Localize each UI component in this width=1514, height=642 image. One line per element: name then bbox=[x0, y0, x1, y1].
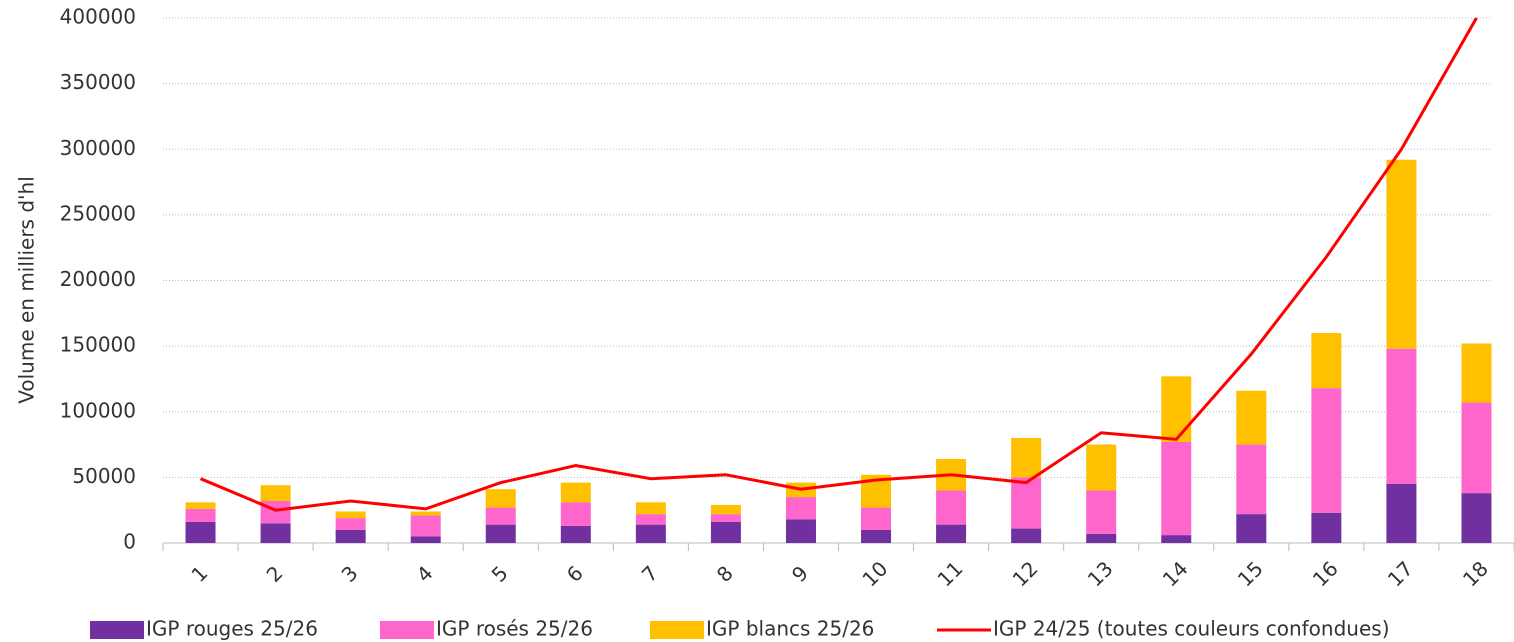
bar-segment bbox=[861, 529, 892, 543]
x-tick-label: 1 bbox=[186, 561, 212, 587]
bar-segment bbox=[785, 519, 816, 543]
y-tick-label: 400000 bbox=[60, 5, 136, 29]
bar-segment bbox=[936, 524, 967, 543]
bar-segment bbox=[1461, 493, 1492, 543]
y-tick-label: 300000 bbox=[60, 136, 136, 160]
bar-segment bbox=[185, 508, 216, 522]
bar-segment bbox=[710, 522, 741, 543]
legend-swatch bbox=[380, 621, 434, 639]
x-tick-label: 2 bbox=[262, 561, 288, 587]
bar-segment bbox=[1386, 159, 1417, 349]
bar-segment bbox=[335, 529, 366, 543]
bar-segment bbox=[1011, 528, 1042, 543]
x-tick-label: 11 bbox=[933, 556, 968, 591]
legend-label: IGP rosés 25/26 bbox=[436, 617, 593, 641]
x-tick-label: 14 bbox=[1158, 556, 1193, 591]
x-tick-label: 10 bbox=[857, 556, 892, 591]
bar-segment bbox=[710, 504, 741, 515]
bar-segment bbox=[1461, 343, 1492, 403]
x-tick-label: 7 bbox=[637, 561, 663, 587]
bar-segment bbox=[1311, 388, 1342, 513]
bar-segment bbox=[410, 536, 441, 543]
bar-segment bbox=[635, 502, 666, 515]
bar-segment bbox=[185, 522, 216, 543]
bar-segment bbox=[1086, 490, 1117, 534]
bar-segment bbox=[635, 524, 666, 543]
y-tick-label: 150000 bbox=[60, 333, 136, 357]
bar-segment bbox=[560, 525, 591, 543]
bar-segment bbox=[1236, 514, 1267, 543]
bar-segment bbox=[1011, 438, 1042, 478]
x-tick-label: 4 bbox=[412, 561, 438, 587]
bar-segment bbox=[1311, 333, 1342, 389]
bar-segment bbox=[1161, 376, 1192, 442]
bar-segment bbox=[1236, 390, 1267, 445]
bar-segment bbox=[1461, 402, 1492, 494]
bar-segment bbox=[260, 523, 291, 543]
bar-segment bbox=[1086, 533, 1117, 543]
x-tick-label: 12 bbox=[1008, 556, 1043, 591]
y-tick-label: 100000 bbox=[60, 398, 136, 422]
bar-segment bbox=[1386, 483, 1417, 543]
bar-segment bbox=[1311, 512, 1342, 543]
x-tick-label: 8 bbox=[712, 561, 738, 587]
y-tick-label: 350000 bbox=[60, 70, 136, 94]
y-tick-label: 50000 bbox=[72, 464, 136, 488]
legend-label: IGP rouges 25/26 bbox=[146, 617, 318, 641]
bar-segment bbox=[335, 511, 366, 519]
x-tick-label: 6 bbox=[562, 561, 588, 587]
x-tick-label: 15 bbox=[1233, 556, 1268, 591]
bar-segment bbox=[861, 507, 892, 530]
y-axis-label: Volume en milliers d'hl bbox=[15, 176, 39, 404]
bar-segment bbox=[785, 497, 816, 520]
x-tick-label: 3 bbox=[337, 561, 363, 587]
bar-segment bbox=[1236, 444, 1267, 515]
bar-segment bbox=[410, 515, 441, 537]
y-tick-label: 200000 bbox=[60, 267, 136, 291]
legend-label: IGP blancs 25/26 bbox=[706, 617, 874, 641]
bar-segment bbox=[1011, 477, 1042, 529]
bar-segment bbox=[635, 514, 666, 525]
x-tick-label: 5 bbox=[487, 561, 513, 587]
bar-segment bbox=[1161, 441, 1192, 536]
bar-segment bbox=[1161, 535, 1192, 543]
y-tick-label: 250000 bbox=[60, 201, 136, 225]
line-series bbox=[199, 17, 1478, 512]
bar-segment bbox=[410, 511, 441, 516]
x-tick-label: 18 bbox=[1458, 556, 1493, 591]
bar-segment bbox=[485, 524, 516, 543]
x-tick-label: 13 bbox=[1083, 556, 1118, 591]
bar-segment bbox=[1086, 444, 1117, 491]
bar-segment bbox=[936, 490, 967, 525]
legend-swatch bbox=[650, 621, 704, 639]
y-tick-label: 0 bbox=[123, 530, 136, 554]
bar-segment bbox=[1386, 348, 1417, 484]
x-tick-label: 9 bbox=[787, 561, 813, 587]
x-tick-label: 16 bbox=[1308, 556, 1343, 591]
bar-segment bbox=[485, 507, 516, 525]
bar-segment bbox=[185, 502, 216, 509]
bar-segment bbox=[485, 489, 516, 508]
bar-segment bbox=[260, 485, 291, 501]
x-tick-label: 17 bbox=[1383, 556, 1418, 591]
legend-label: IGP 24/25 (toutes couleurs confondues) bbox=[993, 617, 1390, 641]
bar-segment bbox=[560, 502, 591, 526]
legend-swatch bbox=[90, 621, 144, 639]
bar-segment bbox=[335, 518, 366, 530]
bar-segment bbox=[560, 482, 591, 503]
bar-segment bbox=[710, 514, 741, 522]
